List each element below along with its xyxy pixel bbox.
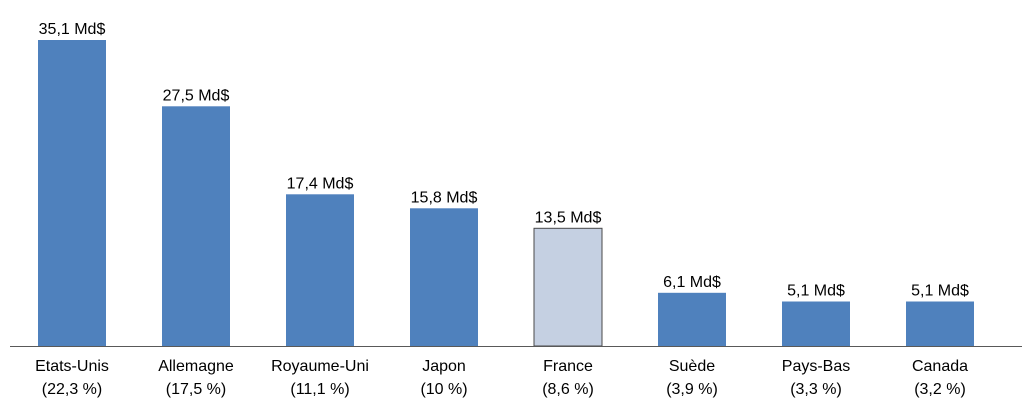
category-share-1: (17,5 %) bbox=[166, 381, 226, 398]
value-label-3: 15,8 Md$ bbox=[411, 189, 478, 206]
category-share-5: (3,9 %) bbox=[666, 381, 718, 398]
category-label-5: Suède bbox=[669, 358, 715, 375]
value-label-7: 5,1 Md$ bbox=[911, 283, 969, 300]
category-label-7: Canada bbox=[912, 358, 968, 375]
category-share-3: (10 %) bbox=[420, 381, 467, 398]
category-label-0: Etats-Unis bbox=[35, 358, 109, 375]
category-share-6: (3,3 %) bbox=[790, 381, 842, 398]
value-label-2: 17,4 Md$ bbox=[287, 175, 354, 192]
value-label-1: 27,5 Md$ bbox=[163, 87, 230, 104]
bar-1 bbox=[162, 106, 230, 346]
bar-5 bbox=[658, 292, 726, 346]
value-label-5: 6,1 Md$ bbox=[663, 274, 721, 291]
category-labels-group: Etats-Unis (22,3 %) Allemagne (17,5 %) Royau… bbox=[35, 358, 968, 398]
category-share-4: (8,6 %) bbox=[542, 381, 594, 398]
category-label-4: France bbox=[543, 358, 593, 375]
category-label-2: Royaume-Uni bbox=[271, 358, 369, 375]
bar-0 bbox=[38, 40, 106, 346]
bar-6 bbox=[782, 301, 850, 346]
category-share-7: (3,2 %) bbox=[914, 381, 966, 398]
value-label-6: 5,1 Md$ bbox=[787, 283, 845, 300]
value-label-0: 35,1 Md$ bbox=[39, 21, 106, 38]
bar-2 bbox=[286, 194, 354, 346]
category-label-3: Japon bbox=[422, 358, 466, 375]
category-share-0: (22,3 %) bbox=[42, 381, 102, 398]
bar-7 bbox=[906, 301, 974, 346]
category-label-1: Allemagne bbox=[158, 358, 234, 375]
bar-3 bbox=[410, 208, 478, 346]
value-label-4: 13,5 Md$ bbox=[535, 209, 602, 226]
category-share-2: (11,1 %) bbox=[290, 381, 349, 398]
value-labels-group: 35,1 Md$ 27,5 Md$ 17,4 Md$ 15,8 Md$ 13,5 Md$… bbox=[39, 21, 969, 300]
bar-4 bbox=[533, 227, 603, 347]
bars-group bbox=[38, 40, 974, 347]
category-label-6: Pays-Bas bbox=[782, 358, 850, 375]
